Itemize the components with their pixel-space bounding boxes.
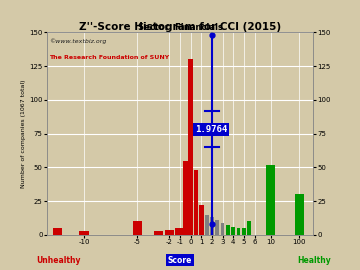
Text: Unhealthy: Unhealthy: [36, 256, 81, 265]
Bar: [210, 217, 214, 235]
Text: Sector: Financials: Sector: Financials: [138, 23, 222, 32]
Bar: [194, 170, 198, 235]
Bar: [266, 165, 275, 235]
Bar: [165, 230, 174, 235]
Bar: [132, 221, 142, 235]
Text: ©www.textbiz.org: ©www.textbiz.org: [49, 39, 107, 44]
Bar: [226, 225, 230, 235]
Bar: [199, 205, 204, 235]
Bar: [215, 220, 219, 235]
Bar: [154, 231, 163, 235]
Text: Score: Score: [168, 256, 192, 265]
Bar: [247, 221, 251, 235]
Title: Z''-Score Histogram for CCI (2015): Z''-Score Histogram for CCI (2015): [79, 22, 281, 32]
Text: 1.9764: 1.9764: [195, 125, 227, 134]
Y-axis label: Number of companies (1067 total): Number of companies (1067 total): [21, 79, 26, 188]
Bar: [295, 194, 303, 235]
Bar: [183, 161, 188, 235]
Bar: [237, 228, 240, 235]
Bar: [188, 59, 193, 235]
Bar: [221, 223, 225, 235]
Text: Healthy: Healthy: [297, 256, 331, 265]
Bar: [205, 215, 208, 235]
Bar: [79, 231, 89, 235]
Bar: [53, 228, 62, 235]
Bar: [175, 228, 185, 235]
Text: The Research Foundation of SUNY: The Research Foundation of SUNY: [49, 55, 170, 60]
Bar: [231, 227, 235, 235]
Bar: [242, 228, 246, 235]
